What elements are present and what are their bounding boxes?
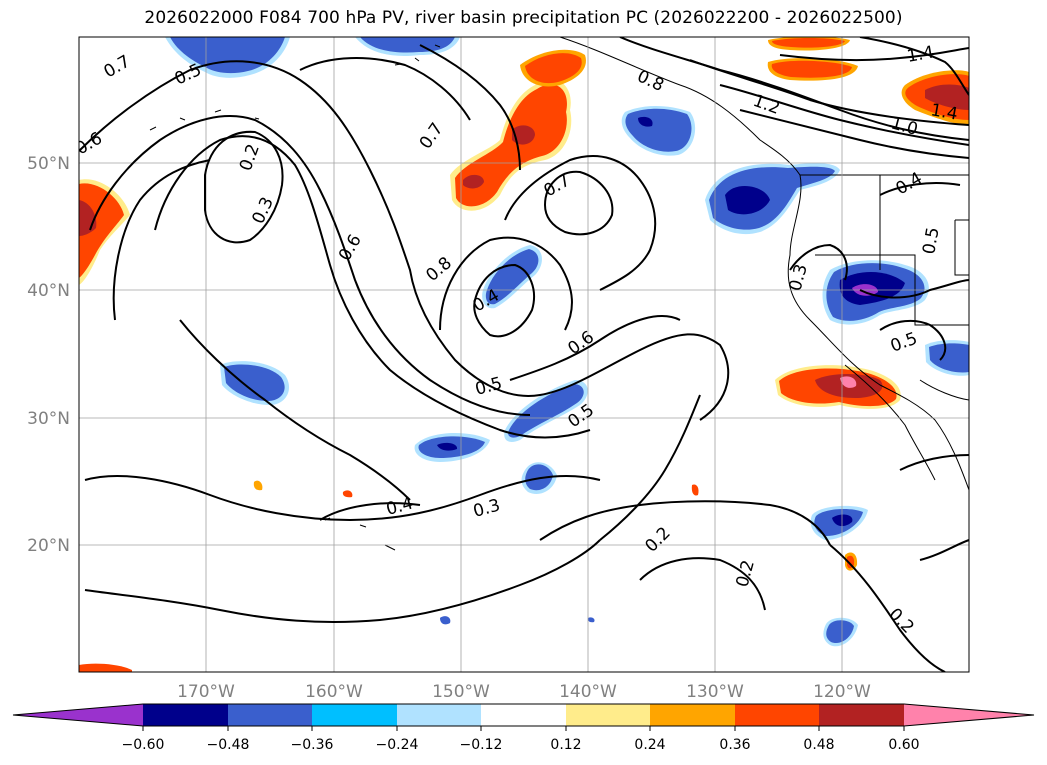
lat-label: 30°N: [27, 409, 70, 429]
colorbar-tick-label: −0.12: [460, 737, 503, 753]
colorbar-tick-label: 0.60: [888, 737, 919, 753]
colorbar-tick-label: −0.36: [291, 737, 334, 753]
colorbar-tick-label: 0.48: [803, 737, 834, 753]
colorbar-tick-label: 0.12: [550, 737, 581, 753]
lat-label: 40°N: [27, 281, 70, 301]
lon-label: 170°W: [177, 682, 235, 702]
colorbar-segment: [228, 704, 312, 726]
map-frame: [78, 36, 970, 673]
colorbar-segment: [566, 704, 650, 726]
colorbar: −0.60 −0.48 −0.36 −0.24 −0.12 0.12 0.24 …: [12, 703, 1035, 753]
colorbar-segment: [735, 704, 819, 726]
precip-positive-anomalies: [79, 37, 969, 672]
colorbar-tick-label: −0.48: [207, 737, 250, 753]
lon-label: 160°W: [305, 682, 363, 702]
map-title: 2026022000 F084 700 hPa PV, river basin …: [144, 8, 903, 28]
lat-label: 50°N: [27, 154, 70, 174]
colorbar-segment: [819, 704, 904, 726]
precip-negative-anomalies: [165, 37, 969, 647]
lat-label: 20°N: [27, 536, 70, 556]
colorbar-segment: [143, 704, 228, 726]
latitude-labels: 50°N 40°N 30°N 20°N: [27, 154, 70, 556]
pv-contours: [79, 37, 969, 672]
colorbar-extend-min: [13, 704, 143, 726]
colorbar-tick-label: 0.36: [719, 737, 750, 753]
colorbar-tick-label: −0.60: [122, 737, 165, 753]
graticule: [79, 37, 969, 672]
coastlines: [149, 37, 969, 551]
longitude-labels: 170°W 160°W 150°W 140°W 130°W 120°W: [177, 682, 871, 702]
lon-label: 150°W: [432, 682, 490, 702]
lon-label: 120°W: [813, 682, 871, 702]
contour-label: 0.5: [919, 226, 943, 256]
colorbar-tick-label: −0.24: [376, 737, 419, 753]
colorbar-segment: [481, 704, 566, 726]
colorbar-tick-label: 0.24: [634, 737, 665, 753]
colorbar-segment: [312, 704, 397, 726]
colorbar-segment: [650, 704, 735, 726]
colorbar-extend-max: [904, 704, 1034, 726]
colorbar-segment: [397, 704, 481, 726]
contour-label: 1.4: [929, 100, 959, 124]
lon-label: 140°W: [559, 682, 617, 702]
contour-label: 1.4: [905, 43, 935, 67]
lon-label: 130°W: [686, 682, 744, 702]
